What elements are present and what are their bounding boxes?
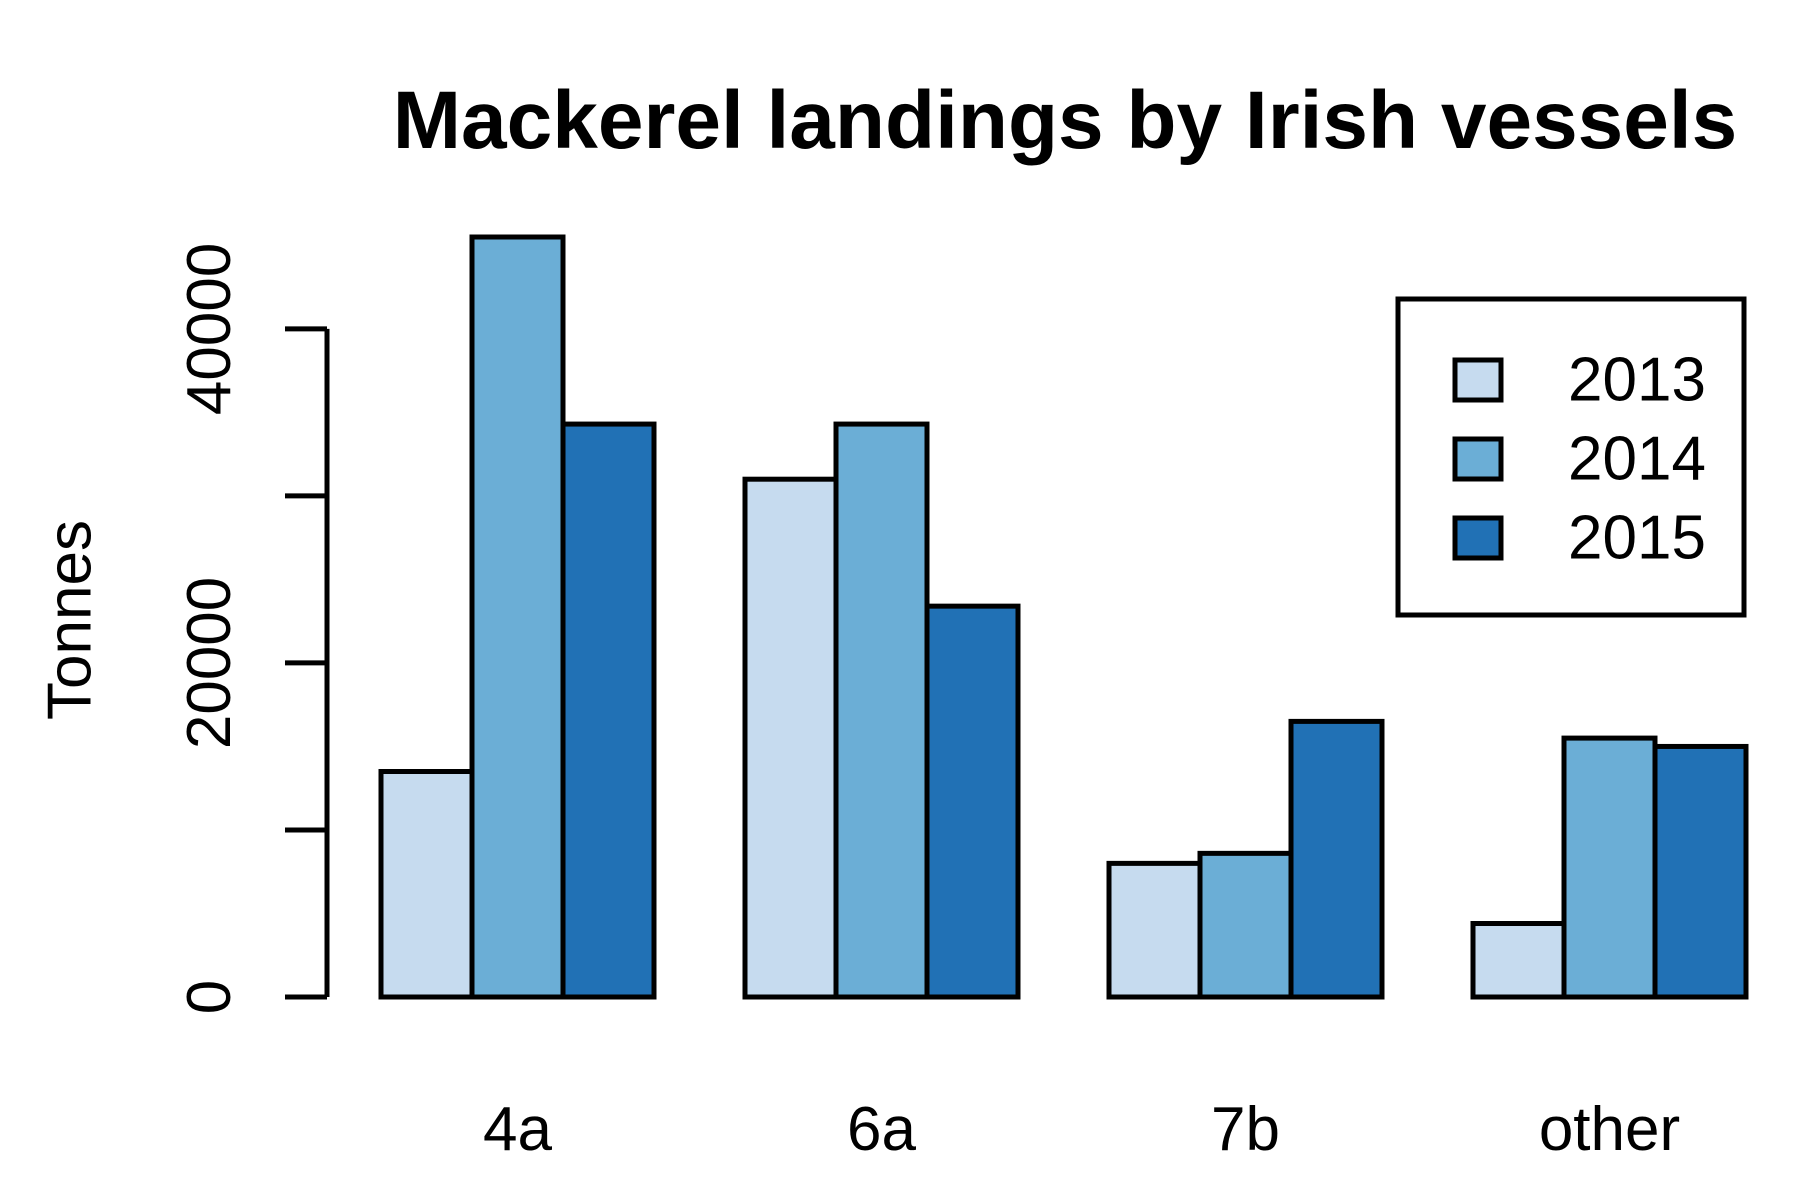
legend: 2013 2014 2015 (1395, 296, 1747, 618)
legend-label-2014: 2014 (1568, 425, 1706, 494)
bars-group (378, 234, 1749, 1000)
category-labels: 4a 6a 7b other (483, 1095, 1680, 1164)
bar-7b-2014 (1197, 850, 1294, 1000)
y-tick-label: 0 (175, 980, 244, 1014)
y-tick-label: 20000 (175, 577, 244, 749)
bar-other-2013 (1470, 921, 1567, 1000)
x-category-label: 7b (1211, 1095, 1280, 1164)
y-axis-label: Tonnes (35, 520, 104, 720)
bar-6a-2015 (924, 603, 1021, 1000)
legend-swatch-2015 (1452, 515, 1504, 561)
bar-6a-2013 (742, 476, 839, 1000)
legend-label-2013: 2013 (1568, 346, 1706, 415)
legend-swatch-2014 (1452, 436, 1504, 482)
bar-7b-2015 (1288, 718, 1385, 1000)
legend-swatch-2013 (1452, 357, 1504, 403)
bar-4a-2014 (469, 234, 566, 1000)
legend-label-2015: 2015 (1568, 504, 1706, 573)
x-category-label: 6a (847, 1095, 916, 1164)
bar-4a-2013 (378, 769, 475, 1000)
y-tick-label: 40000 (175, 243, 244, 415)
bar-4a-2015 (560, 421, 657, 1000)
y-axis: 0 20000 40000 (175, 243, 330, 1014)
bar-other-2014 (1561, 735, 1658, 1000)
bar-7b-2013 (1106, 860, 1203, 1000)
bar-other-2015 (1652, 743, 1749, 1000)
chart-title: Mackerel landings by Irish vessels (393, 75, 1738, 166)
x-category-label: other (1539, 1095, 1680, 1164)
x-category-label: 4a (483, 1095, 552, 1164)
bar-6a-2014 (833, 421, 930, 1000)
